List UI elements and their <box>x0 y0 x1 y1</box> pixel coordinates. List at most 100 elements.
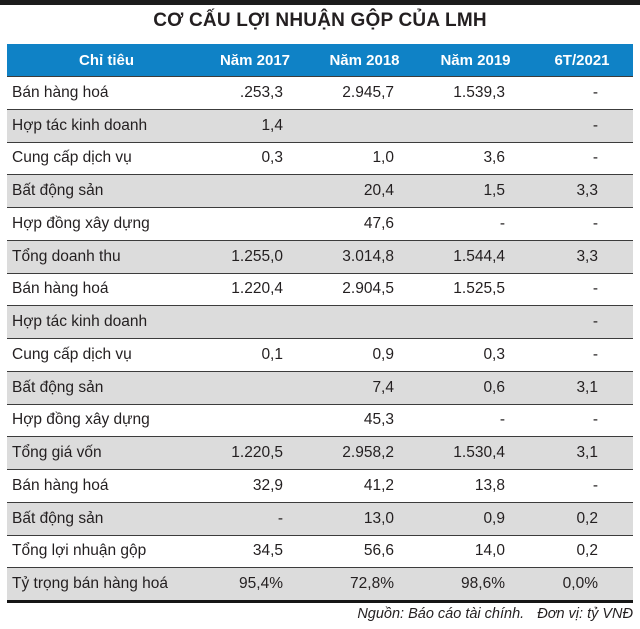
table-row: Bán hàng hoá 32,9 41,2 13,8 - <box>7 469 633 502</box>
row-label: Tổng doanh thu <box>12 247 121 265</box>
row-value: 41,2 <box>363 476 394 494</box>
row-label: Bất động sản <box>12 182 104 200</box>
row-label: Tổng lợi nhuận gộp <box>12 542 147 560</box>
row-label: Bất động sản <box>12 378 104 396</box>
row-value: 1,0 <box>372 149 394 167</box>
row-value: 32,9 <box>252 476 283 494</box>
column-header-nam-2018: Năm 2018 <box>329 51 400 69</box>
row-value: 3,3 <box>576 182 598 200</box>
row-value: 1.544,4 <box>453 247 505 265</box>
table-row: Cung cấp dịch vụ 0,1 0,9 0,3 - <box>7 338 633 371</box>
row-value: 34,5 <box>252 542 283 560</box>
row-value: 0,9 <box>483 509 505 527</box>
row-value: 3,1 <box>576 378 598 396</box>
unit-note: Đơn vị: tỷ VNĐ <box>537 606 633 622</box>
column-header-chi-tieu: Chỉ tiêu <box>79 51 134 69</box>
row-value: 13,8 <box>474 476 505 494</box>
row-value: - <box>592 149 598 167</box>
row-value: 2.904,5 <box>342 280 394 298</box>
row-value: - <box>592 116 598 134</box>
row-label: Bán hàng hoá <box>12 476 109 494</box>
table-footnote: Nguồn: Báo cáo tài chính. Đơn vị: tỷ VNĐ <box>7 606 633 622</box>
row-label: Hợp đồng xây dựng <box>12 411 150 429</box>
source-note: Nguồn: Báo cáo tài chính. <box>357 606 525 622</box>
row-label: Bán hàng hoá <box>12 280 109 298</box>
column-header-nam-2017: Năm 2017 <box>219 51 291 69</box>
top-divider-bar <box>0 0 640 5</box>
row-value: 3,1 <box>576 444 598 462</box>
row-value: - <box>592 83 598 101</box>
table-row: Bán hàng hoá 1.220,4 2.904,5 1.525,5 - <box>7 272 633 306</box>
row-label: Tổng giá vốn <box>12 444 102 462</box>
table-row: Hợp đồng xây dựng 45,3 - - <box>7 403 633 437</box>
table-row: Bất động sản 7,4 0,6 3,1 <box>7 370 633 404</box>
table-row: Hợp đồng xây dựng 47,6 - - <box>7 207 633 240</box>
table-row: Tổng lợi nhuận gộp 34,5 56,6 14,0 0,2 <box>7 534 633 568</box>
row-value: - <box>499 411 505 429</box>
table-header-row: Chỉ tiêu Năm 2017 Năm 2018 Năm 2019 6T/2… <box>7 44 633 76</box>
row-value: 14,0 <box>474 542 505 560</box>
row-value: - <box>499 214 505 232</box>
row-value: 2.945,7 <box>342 83 394 101</box>
table-row: Cung cấp dịch vụ 0,3 1,0 3,6 - <box>7 141 633 175</box>
row-value: 0,6 <box>483 378 505 396</box>
row-label: Cung cấp dịch vụ <box>12 345 132 363</box>
row-value: 3,6 <box>483 149 505 167</box>
row-label: Hợp tác kinh doanh <box>12 116 148 134</box>
row-value: 13,0 <box>363 509 394 527</box>
row-value: 0,0% <box>562 575 598 593</box>
row-value: 1.255,0 <box>231 247 283 265</box>
row-value: 7,4 <box>372 378 394 396</box>
row-value: 0,2 <box>576 509 598 527</box>
row-value: - <box>592 345 598 363</box>
table-row: Hợp tác kinh doanh 1,4 - <box>7 108 633 142</box>
row-value: 98,6% <box>461 575 505 593</box>
row-value: 95,4% <box>239 575 283 593</box>
row-value: - <box>592 280 598 298</box>
table-body: Bán hàng hoá .253,3 2.945,7 1.539,3- Hợp tác… <box>7 76 633 600</box>
table-row: Tổng giá vốn 1.220,5 2.958,2 1.530,4 3,1 <box>7 436 633 469</box>
row-value: 0,2 <box>576 542 598 560</box>
column-header-6t-2021: 6T/2021 <box>554 51 610 69</box>
table-row: Bất động sản 20,4 1,5 3,3 <box>7 174 633 207</box>
row-label: Tỷ trọng bán hàng hoá <box>12 575 168 593</box>
row-value: 47,6 <box>363 214 394 232</box>
row-value: 20,4 <box>363 182 394 200</box>
row-label: Bán hàng hoá <box>12 83 109 101</box>
row-value: 56,6 <box>363 542 394 560</box>
table-row: Tổng doanh thu 1.255,0 3.014,8 1.544,4 3,3 <box>7 239 633 273</box>
row-value: - <box>592 411 598 429</box>
row-value: 1.220,5 <box>231 444 283 462</box>
gross-profit-table: Chỉ tiêu Năm 2017 Năm 2018 Năm 2019 6T/2… <box>7 44 633 603</box>
table-row: Hợp tác kinh doanh - <box>7 305 633 338</box>
row-label: Hợp đồng xây dựng <box>12 214 150 232</box>
row-value: 3,3 <box>576 247 598 265</box>
row-value: - <box>277 509 283 527</box>
row-value: 2.958,2 <box>342 444 394 462</box>
column-header-nam-2019: Năm 2019 <box>440 51 511 69</box>
row-value: 0,3 <box>261 149 283 167</box>
row-value: - <box>592 214 598 232</box>
row-value: - <box>592 476 598 494</box>
row-value: 1.525,5 <box>453 280 505 298</box>
row-value: 1,4 <box>261 116 283 134</box>
row-value: 1.220,4 <box>231 280 283 298</box>
table-row: Bán hàng hoá .253,3 2.945,7 1.539,3 - <box>7 76 633 109</box>
row-label: Bất động sản <box>12 509 104 527</box>
row-value: - <box>592 313 598 331</box>
row-value: 1.530,4 <box>453 444 505 462</box>
row-value: 1,5 <box>483 182 505 200</box>
row-value: 0,9 <box>372 345 394 363</box>
row-label: Hợp tác kinh doanh <box>12 313 148 331</box>
row-value: 0,3 <box>483 345 505 363</box>
row-value: 1.539,3 <box>453 83 505 101</box>
row-value: 0,1 <box>261 345 283 363</box>
table-row: Bất động sản - 13,0 0,9 0,2 <box>7 501 633 535</box>
page-title: CƠ CẤU LỢI NHUẬN GỘP CỦA LMH <box>153 10 487 31</box>
row-value: 72,8% <box>350 575 394 593</box>
row-value: .253,3 <box>239 83 283 101</box>
row-label: Cung cấp dịch vụ <box>12 149 132 167</box>
row-value: 3.014,8 <box>342 247 394 265</box>
table-row: Tỷ trọng bán hàng hoá 95,4% 72,8% 98,6% 0,0% <box>7 567 633 600</box>
row-value: 45,3 <box>363 411 394 429</box>
